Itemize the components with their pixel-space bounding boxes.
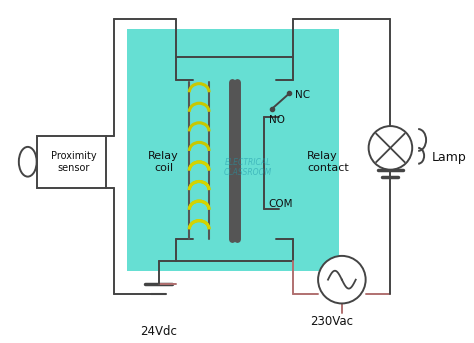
Circle shape bbox=[369, 126, 412, 170]
Text: Proximity
sensor: Proximity sensor bbox=[51, 151, 96, 173]
Text: Lamp: Lamp bbox=[432, 151, 467, 164]
Ellipse shape bbox=[19, 147, 36, 177]
Text: ELECTRICAL
CLASSROOM: ELECTRICAL CLASSROOM bbox=[224, 158, 272, 177]
Text: Relay
coil: Relay coil bbox=[148, 151, 179, 173]
Bar bbox=[127, 29, 339, 271]
Text: NO: NO bbox=[269, 115, 284, 125]
Text: 24Vdc: 24Vdc bbox=[140, 325, 177, 338]
Text: NC: NC bbox=[295, 90, 310, 100]
Text: 230Vac: 230Vac bbox=[310, 315, 354, 328]
Text: COM: COM bbox=[269, 199, 293, 209]
Circle shape bbox=[318, 256, 365, 304]
Text: Relay
contact: Relay contact bbox=[307, 151, 349, 173]
Bar bbox=[36, 136, 106, 188]
